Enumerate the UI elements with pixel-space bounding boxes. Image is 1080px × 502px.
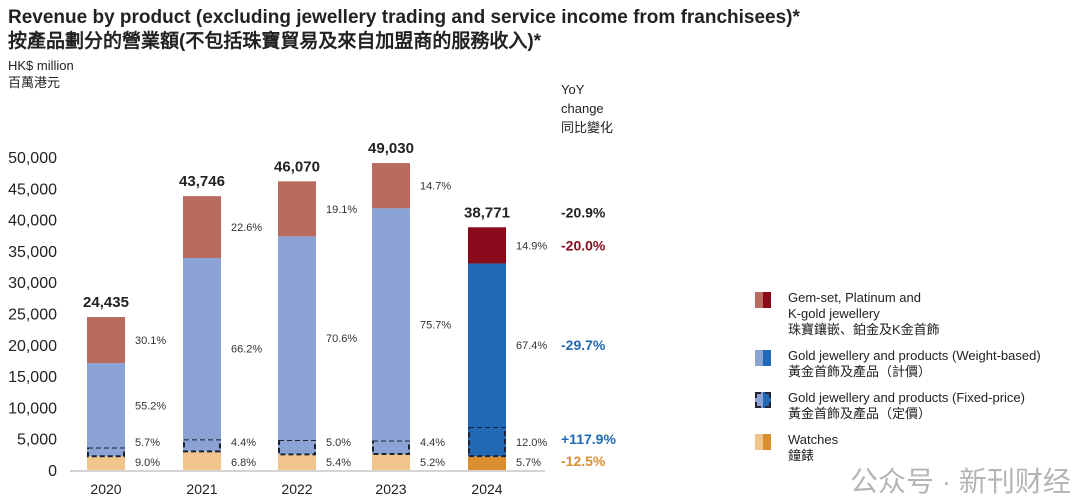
- share-label: 70.6%: [326, 333, 357, 345]
- share-label: 66.2%: [231, 344, 262, 356]
- y-tick-label: 20,000: [8, 338, 57, 355]
- share-label: 4.4%: [420, 437, 445, 449]
- watches-swatch: [755, 434, 771, 450]
- share-label: 67.4%: [516, 340, 547, 352]
- bar-segment: [183, 451, 221, 470]
- share-label: 5.0%: [326, 437, 351, 449]
- bar-segment: [372, 454, 410, 470]
- y-axis-unit: HK$ million 百萬港元: [8, 57, 74, 91]
- bar-segment: [372, 208, 410, 441]
- bar-segment: [372, 163, 410, 209]
- legend-item-weight-based: Gold jewellery and products (Weight-base…: [755, 348, 1041, 380]
- watermark: 公众号 · 新刊财经: [850, 466, 1071, 497]
- legend-label: 珠寶鑲嵌、鉑金及K金首飾: [788, 322, 940, 337]
- share-label: 55.2%: [135, 400, 166, 412]
- legend-item-watches: Watches 鐘錶: [755, 432, 1041, 464]
- yoy-change: +117.9%: [561, 431, 616, 447]
- title-zh: 按產品劃分的營業額(不包括珠寶貿易及來自加盟商的服務收入)*: [8, 31, 542, 52]
- gemset-swatch: [755, 292, 771, 308]
- bar-segment: [468, 263, 506, 428]
- bar-segment: [468, 227, 506, 264]
- bar-segment: [372, 440, 410, 455]
- share-label: 75.7%: [420, 319, 451, 331]
- bar-segment: [183, 196, 221, 259]
- yoy-header: YoY change 同比變化: [561, 80, 613, 137]
- legend: Gem-set, Platinum and K-gold jewellery 珠寶鑲…: [755, 290, 1041, 474]
- y-tick-label: 10,000: [8, 400, 57, 417]
- x-tick-label: 2023: [375, 481, 406, 497]
- bar-segment: [183, 439, 221, 452]
- bar-segment: [468, 427, 506, 457]
- y-tick-label: 50,000: [8, 150, 57, 167]
- legend-label: 黃金首飾及產品（定價）: [788, 406, 932, 421]
- yoy-total: -20.9%: [561, 204, 606, 220]
- yoy-change: -29.7%: [561, 337, 606, 353]
- share-label: 9.0%: [135, 457, 160, 469]
- bar-segment: [278, 454, 316, 470]
- bar-total-label: 24,435: [83, 294, 129, 311]
- fixed-price-outline: [372, 439, 410, 456]
- bar-total-label: 43,746: [179, 173, 225, 190]
- bar-total-label: 38,771: [464, 204, 510, 221]
- bar-segment: [87, 447, 125, 457]
- unit-zh: 百萬港元: [8, 75, 61, 90]
- bar-segment: [278, 181, 316, 237]
- y-tick-label: 5,000: [17, 432, 57, 449]
- share-label: 12.0%: [516, 437, 547, 449]
- chart-title: Revenue by product (excluding jewellery …: [8, 6, 800, 54]
- share-label: 6.8%: [231, 457, 256, 469]
- y-tick-label: 40,000: [8, 213, 57, 230]
- bar-segment: [183, 258, 221, 440]
- yoy-header-3: 同比變化: [561, 120, 614, 135]
- yoy-change: -12.5%: [561, 453, 606, 469]
- unit-en: HK$ million: [8, 58, 74, 73]
- share-label: 30.1%: [135, 335, 166, 347]
- share-label: 5.4%: [326, 457, 351, 469]
- y-tick-label: 15,000: [8, 369, 57, 386]
- y-tick-label: 25,000: [8, 307, 57, 324]
- bar-total-label: 49,030: [368, 140, 414, 157]
- bar-segment: [278, 236, 316, 441]
- bar-segment: [87, 363, 125, 448]
- legend-label: Gem-set, Platinum and: [788, 290, 921, 305]
- legend-item-fixed-price: Gold jewellery and products (Fixed-price…: [755, 390, 1041, 422]
- x-tick-label: 2024: [471, 481, 502, 497]
- share-label: 4.4%: [231, 437, 256, 449]
- yoy-header-2: change: [561, 101, 604, 116]
- x-tick-label: 2020: [90, 481, 121, 497]
- legend-item-gemset: Gem-set, Platinum and K-gold jewellery 珠寶鑲…: [755, 290, 1041, 338]
- share-label: 22.6%: [231, 222, 262, 234]
- legend-label: Gold jewellery and products (Weight-base…: [788, 348, 1041, 363]
- legend-label: Gold jewellery and products (Fixed-price…: [788, 390, 1025, 405]
- share-label: 5.7%: [516, 457, 541, 469]
- bar-segment: [87, 317, 125, 364]
- title-en: Revenue by product (excluding jewellery …: [8, 7, 800, 28]
- share-label: 19.1%: [326, 204, 357, 216]
- share-label: 14.7%: [420, 181, 451, 193]
- share-label: 5.7%: [135, 437, 160, 449]
- legend-label: Watches: [788, 432, 839, 447]
- y-tick-label: 0: [48, 463, 57, 480]
- share-label: 14.9%: [516, 240, 547, 252]
- x-tick-label: 2022: [281, 481, 312, 497]
- bar-segment: [278, 440, 316, 455]
- legend-label: K-gold jewellery: [788, 306, 880, 321]
- legend-label: 鐘錶: [788, 448, 815, 463]
- share-label: 5.2%: [420, 457, 445, 469]
- fixed-price-swatch: [755, 392, 771, 408]
- legend-label: 黃金首飾及產品（計價）: [788, 364, 932, 379]
- bar-segment: [468, 456, 506, 470]
- yoy-change: -20.0%: [561, 237, 606, 253]
- y-tick-label: 45,000: [8, 181, 57, 198]
- x-tick-label: 2021: [186, 481, 217, 497]
- y-tick-label: 35,000: [8, 244, 57, 261]
- y-tick-label: 30,000: [8, 275, 57, 292]
- weight-based-swatch: [755, 350, 771, 366]
- bar-segment: [87, 456, 125, 470]
- bar-total-label: 46,070: [274, 159, 320, 176]
- yoy-header-1: YoY: [561, 82, 585, 97]
